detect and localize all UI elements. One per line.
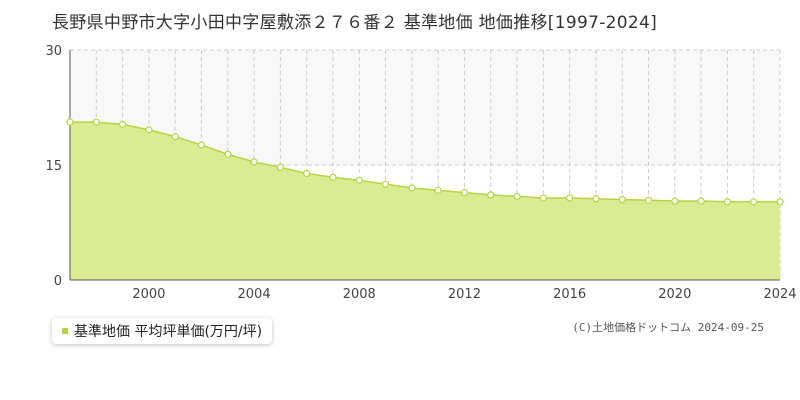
data-point-2024 <box>776 198 784 206</box>
data-point-1997 <box>66 118 74 126</box>
data-point-1998 <box>92 118 100 126</box>
data-point-1999 <box>118 120 127 128</box>
data-point-2010 <box>408 184 416 192</box>
data-point-2004 <box>250 158 258 166</box>
data-point-2000 <box>145 126 153 134</box>
data-point-2018 <box>618 195 626 204</box>
data-point-2009 <box>381 180 390 188</box>
y-tick-label-30: 30 <box>45 44 62 59</box>
area-fill <box>70 122 780 280</box>
tick-labels: 0 15 30 2000 2004 2008 2012 2016 2020 2024 <box>45 44 796 300</box>
x-tick-label-2016: 2016 <box>553 287 586 300</box>
x-tick-label-2004: 2004 <box>238 287 271 300</box>
data-points <box>66 118 784 206</box>
data-point-2023 <box>750 198 758 206</box>
legend: 基準地価 平均坪単価(万円/坪) <box>52 318 273 344</box>
land-price-chart: 0 15 30 2000 2004 2008 2012 2016 2020 2024 <box>45 44 796 300</box>
data-point-2003 <box>224 150 232 158</box>
data-point-2013 <box>487 191 495 199</box>
data-point-2015 <box>539 194 547 202</box>
data-point-2021 <box>697 197 705 205</box>
data-point-2001 <box>171 133 179 141</box>
data-point-2007 <box>329 173 337 181</box>
data-point-2017 <box>592 195 600 203</box>
legend-label: 基準地価 平均坪単価(万円/坪) <box>74 324 263 340</box>
data-point-2019 <box>644 196 653 204</box>
data-point-2020 <box>671 197 679 205</box>
axes <box>69 50 780 281</box>
copyright-credit: (C)土地価格ドットコム 2024-09-25 <box>572 321 764 334</box>
x-tick-label-2024: 2024 <box>763 287 796 300</box>
x-tick-label-2008: 2008 <box>343 287 376 300</box>
data-point-2016 <box>566 194 574 202</box>
data-point-2008 <box>355 176 363 184</box>
legend-swatch-icon <box>62 328 68 334</box>
data-point-2005 <box>276 163 284 171</box>
series-line <box>70 121 780 203</box>
data-point-2002 <box>197 141 206 149</box>
x-tick-label-2020: 2020 <box>658 287 691 300</box>
data-point-2012 <box>460 189 469 197</box>
x-tick-label-2000: 2000 <box>132 287 165 300</box>
y-tick-label-15: 15 <box>45 159 62 174</box>
data-point-2022 <box>723 198 732 206</box>
area-series <box>70 121 780 280</box>
data-point-2014 <box>513 192 521 201</box>
data-point-2006 <box>303 169 311 178</box>
y-tick-label-0: 0 <box>54 274 62 289</box>
x-tick-label-2012: 2012 <box>448 287 481 300</box>
data-point-2011 <box>434 186 442 194</box>
page-title: 長野県中野市大字小田中字屋敷添２７６番２ 基準地価 地価推移[1997-2024… <box>52 13 658 33</box>
